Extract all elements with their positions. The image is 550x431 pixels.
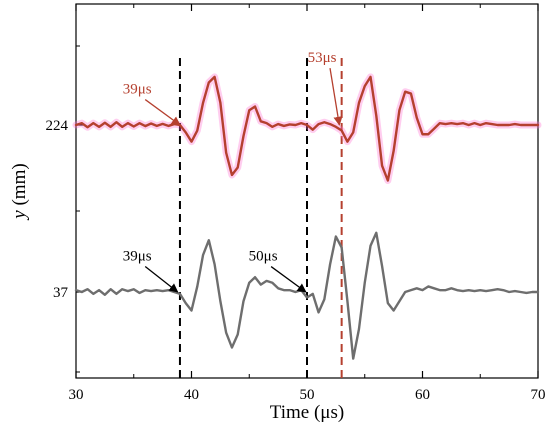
y-axis-unit: (mm) [9, 163, 30, 210]
annotation-label: 39μs [123, 82, 152, 98]
x-tick-label: 60 [415, 387, 430, 403]
y-axis-title: y (mm) [9, 163, 30, 220]
x-axis-ticks: 30 40 50 60 70 [69, 4, 546, 403]
annotation-arrow [329, 67, 343, 126]
annotation-label: 50μs [249, 249, 278, 265]
series-line [74, 231, 540, 360]
x-tick-label: 70 [531, 387, 546, 403]
x-tick-label: 30 [69, 387, 84, 403]
y-axis-var: y [9, 210, 30, 221]
vertical-markers [178, 58, 343, 378]
annotation-arrow [144, 99, 181, 126]
annotation-label: 39μs [123, 249, 152, 265]
series-line [74, 75, 540, 182]
series-group [72, 73, 542, 360]
annotation-arrow [270, 266, 307, 293]
x-tick-label: 40 [184, 387, 199, 403]
annotation-label: 53μs [308, 50, 337, 66]
annotations-group: 39μs 53μs 39μs 50μs [123, 50, 343, 293]
y-tick-label: 37 [53, 285, 69, 301]
annotation-arrow [144, 266, 179, 293]
x-tick-label: 50 [300, 387, 315, 403]
y-axis-ticks: 224 37 [46, 45, 83, 373]
x-axis-title: Time (μs) [270, 402, 344, 423]
y-tick-label: 224 [46, 118, 69, 134]
